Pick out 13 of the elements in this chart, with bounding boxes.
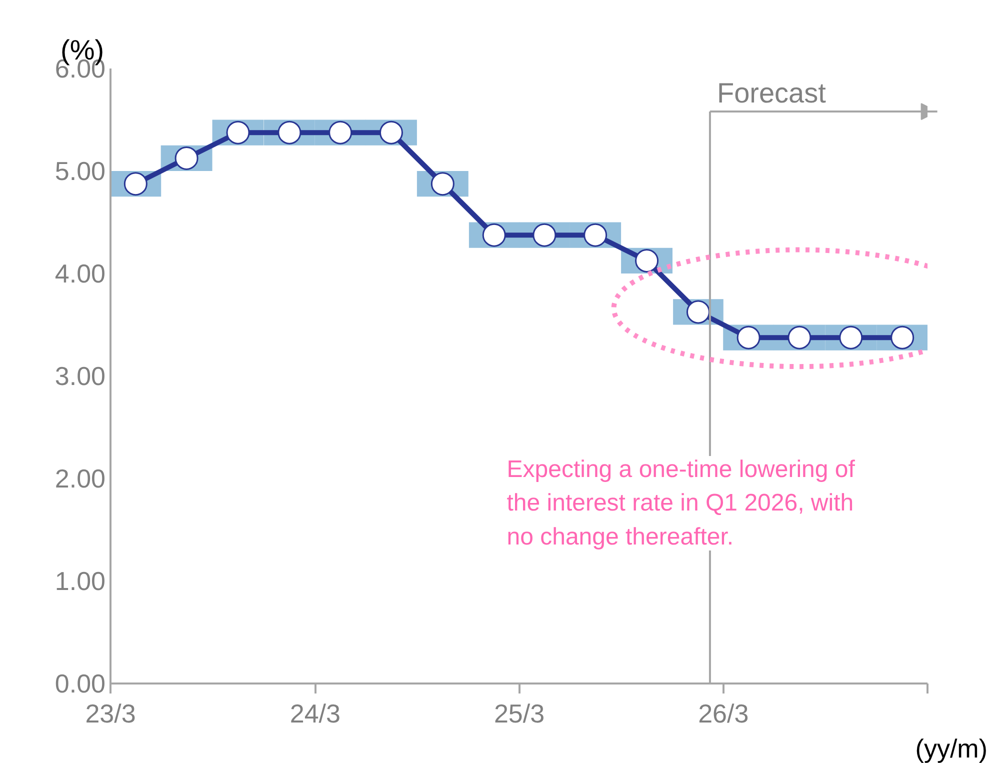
y-tick-label: 0.00: [54, 668, 106, 698]
x-tick-label: 24/3: [290, 698, 340, 728]
y-tick-label: 5.00: [54, 156, 106, 186]
y-tick-label: 3.00: [54, 361, 106, 391]
y-tick-label: 2.00: [54, 464, 106, 494]
ref-line-label: Forecast: [716, 78, 826, 109]
x-tick-label: 25/3: [494, 698, 545, 728]
x-tick-label: 26/3: [698, 698, 749, 728]
annotation: Expecting a one-time lowering of the interest rate in Q1 2026, with no change thereafter.: [506, 456, 856, 550]
y-tick-label: 1.00: [54, 566, 106, 596]
x-tick-label: 23/3: [85, 698, 136, 728]
y-tick-label: 4.00: [54, 258, 106, 288]
x-axis-title: (yy/m): [915, 734, 988, 763]
